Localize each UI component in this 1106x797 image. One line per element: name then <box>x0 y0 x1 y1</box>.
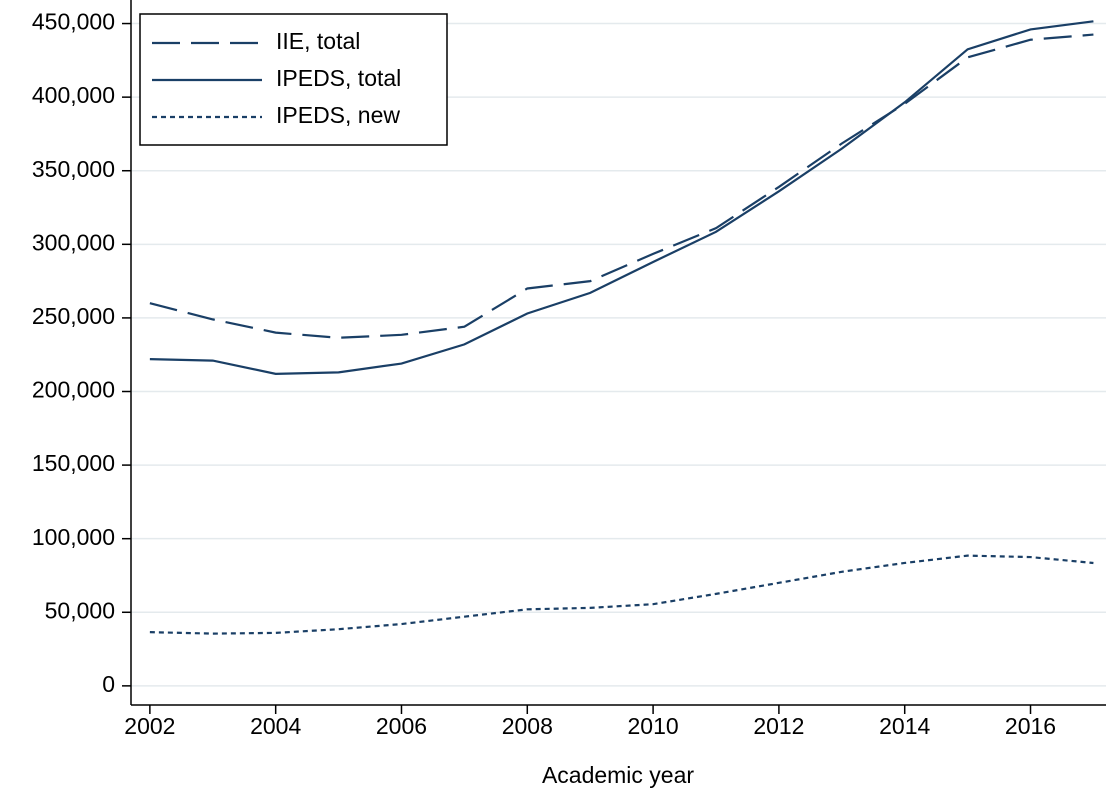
y-tick-label: 50,000 <box>45 597 115 623</box>
x-tick-label: 2002 <box>124 713 175 739</box>
y-tick-label: 250,000 <box>32 303 115 329</box>
series-line <box>149 20 1094 375</box>
legend-label: IPEDS, new <box>276 102 400 128</box>
legend-label: IPEDS, total <box>276 65 401 91</box>
y-tick-label: 150,000 <box>32 450 115 476</box>
x-tick-label: 2004 <box>250 713 301 739</box>
x-tick-label: 2016 <box>1005 713 1056 739</box>
y-tick-label: 450,000 <box>32 9 115 35</box>
x-axis-label: Academic year <box>542 762 694 788</box>
x-tick-label: 2010 <box>628 713 679 739</box>
y-tick-label: 400,000 <box>32 82 115 108</box>
y-tick-label: 300,000 <box>32 229 115 255</box>
x-tick-label: 2012 <box>753 713 804 739</box>
x-tick-label: 2014 <box>879 713 930 739</box>
y-tick-label: 350,000 <box>32 156 115 182</box>
x-tick-label: 2006 <box>376 713 427 739</box>
y-tick-label: 200,000 <box>32 377 115 403</box>
x-tick-label: 2008 <box>502 713 553 739</box>
series-line <box>149 33 1094 339</box>
y-tick-label: 100,000 <box>32 524 115 550</box>
series-line <box>149 554 1094 635</box>
legend-label: IIE, total <box>276 28 360 54</box>
y-tick-label: 0 <box>102 671 115 697</box>
